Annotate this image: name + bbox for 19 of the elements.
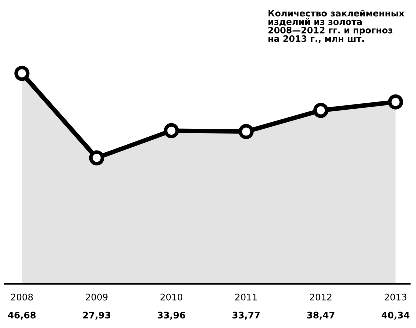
point: [89, 150, 104, 166]
chart-title: Количество заклейменных изделий из золота 2008—2012 гг. и прогноз на 2013 г., млн шт.: [268, 10, 404, 44]
x-tick-label: 2012: [310, 294, 332, 301]
data-label: 46,68: [8, 312, 36, 320]
x-tick-label: 2013: [384, 294, 407, 301]
x-tick-label: 2010: [160, 294, 183, 301]
data-label: 33,96: [158, 312, 186, 320]
point: [14, 66, 30, 82]
data-label: 33,77: [232, 312, 260, 320]
data-label: 40,34: [382, 312, 410, 320]
point: [314, 103, 329, 118]
point: [164, 123, 180, 138]
data-label: 27,93: [83, 312, 110, 320]
x-tick-label: 2011: [236, 294, 258, 301]
data-label: 38,47: [307, 312, 335, 320]
x-tick-label: 2009: [86, 294, 108, 301]
point: [238, 124, 254, 140]
x-tick-label: 2008: [11, 294, 34, 301]
point: [388, 94, 404, 110]
